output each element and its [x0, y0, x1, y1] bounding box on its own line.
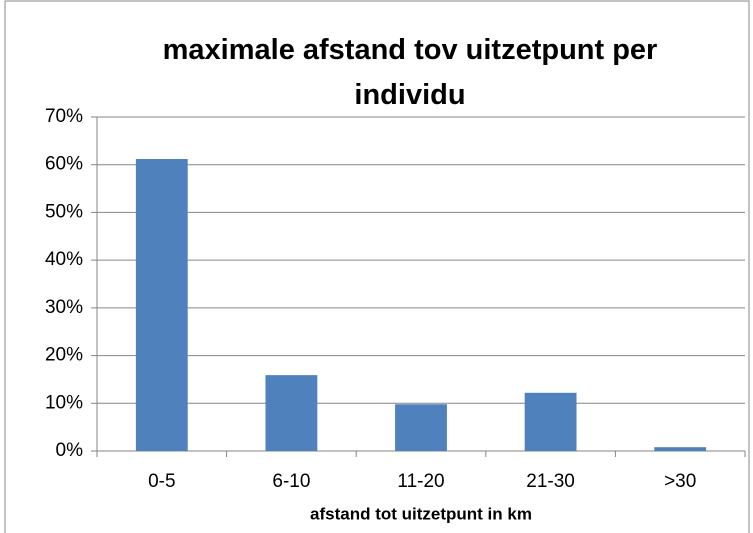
x-axis-label: afstand tot uitzetpunt in km [310, 504, 532, 523]
bar [265, 375, 318, 451]
x-tick-label: >30 [664, 471, 696, 492]
y-tick-label: 20% [45, 345, 83, 366]
y-tick-label: 0% [56, 440, 84, 461]
y-tick-label: 40% [45, 249, 83, 270]
y-tick-label: 10% [45, 392, 83, 413]
y-tick-label: 30% [45, 297, 83, 318]
x-tick-label: 21-30 [526, 471, 575, 492]
bar [395, 404, 447, 451]
y-tick-label: 50% [45, 201, 83, 222]
x-tick-label: 6-10 [272, 471, 310, 492]
x-tick-label: 0-5 [148, 471, 175, 492]
x-tick-label: 11-20 [397, 471, 444, 492]
chart-title: maximale afstand tov uitzetpunt per indi… [162, 34, 658, 111]
bar [654, 447, 707, 451]
bar [135, 158, 188, 451]
y-tick-label: 60% [45, 154, 83, 175]
y-tick-label: 70% [45, 106, 83, 127]
bar [524, 392, 577, 451]
chart-frame [4, 0, 750, 533]
